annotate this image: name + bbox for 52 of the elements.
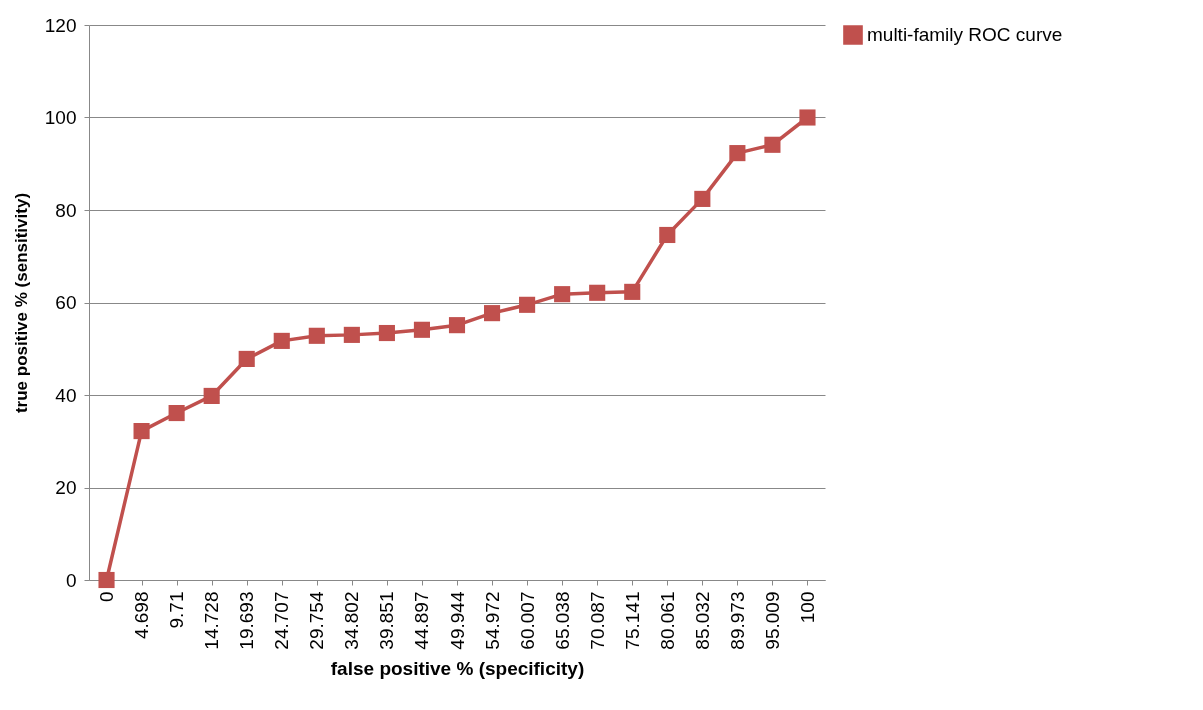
x-tick-label: 0 [96,591,118,603]
point [413,321,431,338]
x-tick-label: 39.851 [376,591,398,650]
x-tick-label: 95.009 [761,591,783,650]
point [378,324,395,342]
x-tick-label: 100 [796,591,818,624]
x-tick-label: 29.754 [306,591,328,650]
x-tick-label: 44.897 [411,591,433,650]
y-axis-title: true positive % (sensitivity) [11,192,31,414]
point [343,326,360,343]
y-tick-label: 100 [44,107,77,128]
point [238,350,255,367]
y-tick-label: 0 [65,569,77,591]
point [799,109,816,126]
point [133,423,150,440]
x-axis-title: false positive % (specificity) [330,657,585,679]
x-tick-label: 34.802 [341,591,363,650]
x-tick-label: 54.972 [481,591,503,650]
x-tick-label: 9.71 [166,591,188,629]
x-tick-label: 19.693 [236,591,258,650]
point [448,317,466,334]
point [483,305,501,322]
point [694,190,711,207]
point [308,327,325,344]
x-tick-label: 14.728 [201,591,223,650]
point [168,404,185,422]
point [98,571,115,589]
x-tick-label: 85.032 [691,591,713,650]
y-tick-label: 60 [55,292,77,313]
point [589,284,606,301]
x-tick-label: 4.698 [131,591,153,640]
point [273,332,290,349]
x-tick-label: 60.007 [516,591,538,650]
x-tick-label: 70.087 [586,591,608,650]
point [203,387,220,404]
x-tick-label: 75.141 [621,591,643,650]
x-tick-label: 80.061 [656,591,678,650]
legend-label: multi-family ROC curve [867,24,1063,45]
y-tick-label: 40 [55,384,77,406]
y-tick-label: 20 [55,477,77,498]
point [519,296,536,313]
point [554,286,571,303]
point [729,145,746,162]
x-tick-label: 65.038 [551,591,573,650]
x-tick-label: 24.707 [271,591,293,650]
y-tick-label: 120 [44,14,77,36]
point [659,226,676,244]
point [764,136,781,153]
y-tick-label: 80 [55,199,77,221]
x-tick-label: 49.944 [446,591,468,650]
x-tick-label: 89.973 [726,591,748,650]
point [624,283,641,300]
